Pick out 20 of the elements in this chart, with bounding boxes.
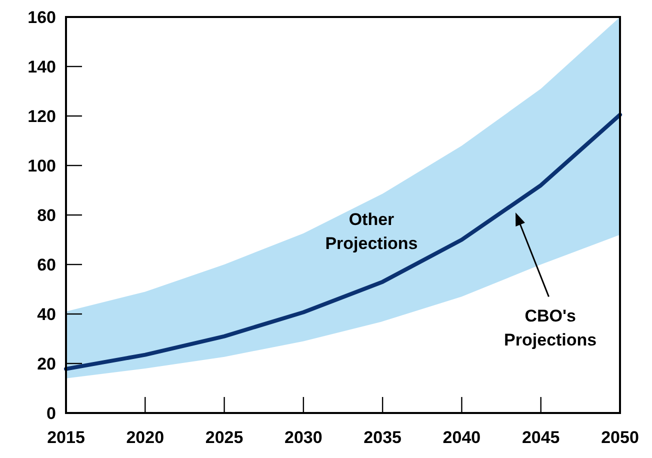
x-tick-label: 2035 (364, 428, 402, 447)
y-tick-label: 100 (28, 156, 56, 176)
y-tick-label: 0 (46, 404, 56, 423)
x-tick-label: 2020 (126, 428, 164, 447)
y-tick-label: 160 (28, 8, 56, 27)
x-tick-label: 2040 (442, 428, 481, 447)
y-tick-label: 40 (37, 304, 56, 324)
y-tick-label: 20 (37, 354, 56, 374)
y-tick-label: 60 (37, 255, 56, 274)
x-tick-label: 2030 (284, 428, 322, 447)
annotation: Other Projections (325, 210, 418, 253)
y-tick-label: 140 (28, 57, 56, 76)
y-tick-label: 80 (37, 206, 56, 225)
x-tick-label: 2050 (601, 428, 639, 447)
text: CBO's Projections (504, 306, 597, 350)
y-tick-label: 120 (28, 106, 56, 126)
x-tick-label: 2015 (47, 428, 85, 447)
x-tick-label: 2025 (205, 428, 244, 447)
x-tick-label: 2045 (522, 428, 560, 447)
line-series (64, 112, 622, 371)
